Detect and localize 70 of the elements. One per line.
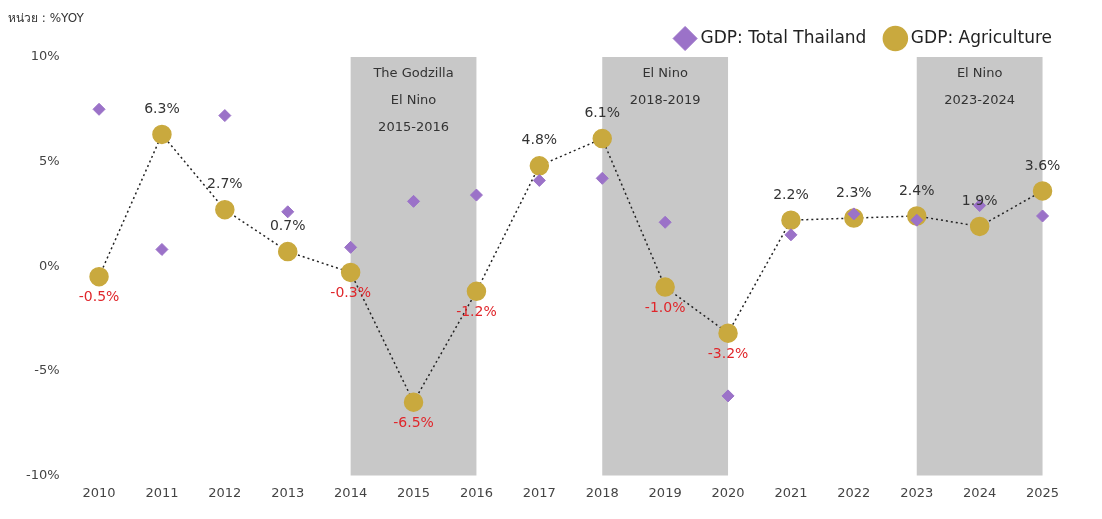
point — [218, 109, 232, 123]
x-tick-label: 2016 — [459, 484, 493, 500]
data-label: 2.3% — [836, 183, 872, 200]
data-label: -0.3% — [330, 284, 371, 301]
point — [155, 242, 169, 256]
legend-label: GDP: Total Thailand — [700, 26, 867, 47]
point — [1032, 181, 1053, 201]
point — [92, 102, 106, 116]
y-tick-label: 10% — [30, 48, 60, 64]
x-tick-label: 2024 — [963, 484, 997, 500]
point — [277, 241, 298, 262]
point — [655, 277, 675, 297]
point — [781, 210, 801, 230]
point — [532, 173, 546, 187]
x-tick-label: 2015 — [396, 484, 431, 500]
data-label: 2.2% — [773, 185, 809, 202]
x-tick-label: 2019 — [648, 484, 682, 500]
point — [340, 262, 361, 283]
point — [595, 171, 609, 185]
y-axis-title: หน่วย : %YOY — [8, 10, 84, 27]
y-tick-label: 5% — [38, 152, 60, 168]
band-label: El Nino 2023-2024 — [944, 64, 1016, 107]
y-tick-label: -5% — [34, 362, 60, 378]
x-tick-label: 2010 — [82, 484, 116, 500]
point — [89, 266, 109, 287]
point — [592, 128, 612, 149]
y-tick-label: -10% — [25, 466, 60, 482]
point — [1036, 209, 1050, 223]
point — [784, 228, 798, 242]
data-label: 2.4% — [898, 181, 935, 198]
data-label: 6.1% — [584, 104, 621, 121]
point — [407, 194, 421, 208]
data-label: -3.2% — [707, 344, 749, 361]
point — [403, 392, 424, 412]
x-tick-label: 2018 — [585, 484, 619, 500]
point — [529, 156, 550, 176]
point — [344, 240, 358, 254]
x-tick-label: 2023 — [900, 484, 934, 500]
x-tick-label: 2017 — [522, 484, 556, 500]
point — [215, 199, 235, 220]
band-label: The Godzilla El Nino 2015-2016 — [372, 64, 454, 134]
point — [969, 216, 990, 237]
data-label: -1.2% — [456, 302, 497, 319]
y-tick-label: 0% — [38, 257, 60, 273]
point — [658, 215, 672, 229]
point — [718, 323, 738, 343]
data-label: -0.5% — [78, 288, 120, 305]
x-tick-label: 2014 — [334, 484, 368, 500]
point — [469, 188, 483, 202]
data-label: 6.3% — [144, 100, 180, 117]
point — [281, 205, 295, 219]
x-tick-label: 2022 — [837, 484, 871, 500]
x-tick-label: 2011 — [145, 484, 179, 500]
x-tick-label: 2020 — [711, 484, 745, 500]
point — [721, 389, 735, 403]
data-label: -1.0% — [644, 298, 686, 315]
data-label: 0.7% — [269, 217, 306, 234]
x-tick-label: 2021 — [774, 484, 808, 500]
data-label: 2.7% — [207, 175, 243, 192]
legend-label: GDP: Agriculture — [910, 26, 1052, 47]
data-label: 4.8% — [521, 131, 558, 148]
data-label: 1.9% — [961, 192, 998, 209]
x-tick-label: 2013 — [271, 484, 305, 500]
point — [466, 281, 487, 302]
data-label: -6.5% — [393, 413, 434, 430]
data-label: 3.6% — [1024, 156, 1061, 173]
point — [152, 124, 172, 145]
band-label: El Nino 2018-2019 — [629, 64, 701, 107]
x-tick-label: 2025 — [1026, 484, 1060, 500]
x-tick-label: 2012 — [208, 484, 242, 500]
